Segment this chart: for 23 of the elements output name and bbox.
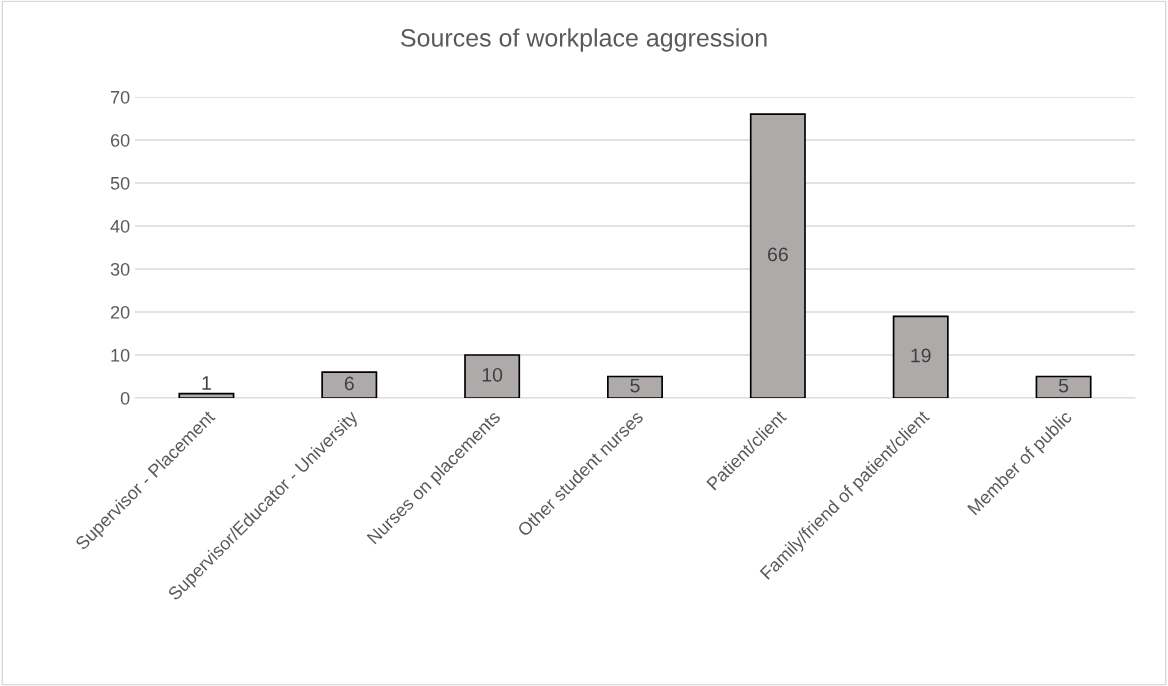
y-tick-label: 70: [110, 90, 130, 104]
data-label: 19: [911, 348, 931, 363]
y-tick-label: 50: [110, 176, 130, 190]
chart-title: Sources of workplace aggression: [401, 28, 767, 52]
data-label: 5: [630, 378, 640, 393]
bar: [464, 354, 521, 398]
bar: [607, 375, 663, 398]
y-tick-label: 0: [120, 391, 130, 405]
data-label: 6: [344, 376, 354, 391]
y-tick-label: 30: [110, 262, 130, 276]
bar: [892, 315, 949, 398]
data-label: 10: [482, 367, 503, 382]
y-tick-label: 10: [111, 348, 130, 362]
y-tick-label: 60: [110, 133, 130, 147]
data-label: 5: [1058, 378, 1069, 393]
y-tick-label: 40: [110, 219, 130, 233]
bar: [321, 371, 378, 398]
bar: [178, 392, 235, 398]
bar: [749, 113, 806, 398]
y-tick-label: 20: [110, 305, 130, 319]
data-label: 1: [202, 376, 211, 390]
bar: [1035, 375, 1092, 398]
data-label: 66: [768, 247, 788, 262]
